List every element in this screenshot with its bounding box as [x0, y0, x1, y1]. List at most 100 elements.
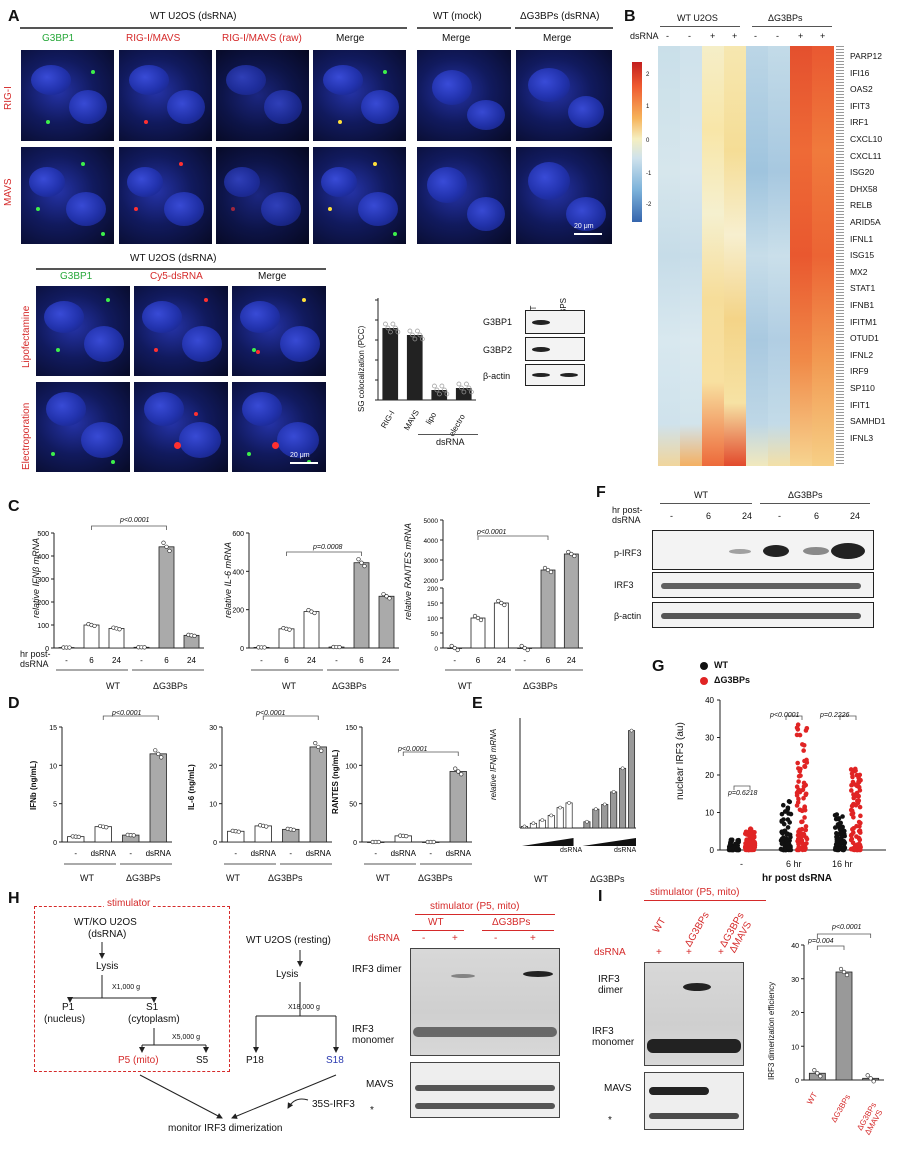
- chart-c2-bar: [378, 595, 395, 649]
- chart-c2-bar: [303, 611, 320, 649]
- chart-c-ifnb: 0 100 200 300 400 500 - 6 24 - 6 24: [37, 525, 204, 671]
- chart-c3-point: [478, 617, 484, 623]
- chart-i-cat-komavs: ΔG3BPs ΔMAVS: [855, 1100, 885, 1137]
- chart-c3-point: [452, 645, 457, 651]
- wb-a-g3bp2: [525, 337, 585, 361]
- chart-d-point: [236, 829, 241, 834]
- chart-d-point: [104, 825, 109, 830]
- colorbar-tick-m1: -1: [646, 171, 652, 177]
- flow-arrows: [67, 942, 339, 1119]
- chart-e-point: [558, 805, 563, 810]
- micrograph-electro-cy5: [134, 382, 228, 472]
- chart-e-wedge-wt: dsRNA: [560, 847, 583, 854]
- chart-c2-bar: [353, 562, 370, 649]
- chart-a-bar: [382, 328, 399, 400]
- wb-f-lane-label: -: [778, 511, 781, 521]
- wb-f-lane-label: 6: [706, 511, 712, 521]
- axis-tick-label: 500: [37, 531, 49, 538]
- chart-g-point-ko: [804, 841, 809, 846]
- chart-a-ylabel: SG colocalization (PCC): [357, 325, 366, 412]
- chart-a-point: [395, 329, 401, 335]
- panel-letter-d: D: [8, 695, 20, 712]
- chart-g-point-wt: [832, 812, 838, 818]
- wb-f-lane-label: 24: [850, 511, 861, 521]
- chart-g-point-ko: [852, 846, 858, 851]
- sig-bracket: [102, 715, 159, 720]
- flow-lysis-right: Lysis: [276, 969, 299, 980]
- wb-f-row-pirf3: p-IRF3: [614, 548, 642, 558]
- micrograph-rigi-raw: [216, 50, 309, 141]
- chart-c1-point: [67, 645, 72, 650]
- chart-a-sg-colocalization: [375, 298, 476, 401]
- chart-c1-ylabel: relative IFNβ mRNA: [31, 537, 41, 618]
- heatmap-gene-label: ARID5A: [850, 217, 881, 227]
- chart-c3-point: [455, 647, 460, 653]
- chart-d-point: [291, 827, 296, 832]
- axis-tick-label: 150: [427, 601, 438, 608]
- chart-c2-bar: [278, 628, 295, 649]
- chart-g-point-wt: [786, 799, 792, 804]
- heatmap-lane-sign: -: [754, 31, 757, 41]
- lane-label: -: [234, 849, 237, 858]
- chart-a-point: [464, 381, 469, 387]
- dose-wedge-wt: [522, 838, 574, 846]
- axis-tick-label: 0: [53, 840, 57, 847]
- chart-g-nuclear-irf3: 0 10 20 30 40: [705, 696, 886, 855]
- chart-g-point-ko: [857, 804, 863, 810]
- chart-g-point-ko: [853, 768, 858, 773]
- chart-a-point: [383, 321, 388, 327]
- chart-g-point-ko: [795, 836, 801, 842]
- chart-c-group-wt-2: WT: [282, 681, 296, 691]
- chart-g-point-wt: [839, 840, 844, 845]
- chart-i-point: [865, 1073, 870, 1078]
- chart-c3-point: [502, 602, 507, 608]
- chart-g-point-ko: [801, 780, 807, 786]
- lane-label: dsRNA: [446, 849, 472, 858]
- heatmap-gene-label: ISG20: [850, 167, 875, 178]
- flow-spin2: X5,000 g: [172, 1034, 201, 1041]
- wb-f-lane-label: 24: [742, 511, 753, 521]
- chart-g-point-ko: [800, 787, 806, 793]
- chart-i-point: [844, 972, 850, 978]
- chart-d-bar: [449, 771, 467, 843]
- chart-c3-point: [475, 615, 481, 621]
- micrograph-rigi-merge: [313, 50, 406, 141]
- chart-e-bar: [556, 807, 564, 829]
- scale-bar-label-lower: 20 μm: [290, 452, 310, 459]
- chart-a-point: [417, 332, 423, 338]
- chart-d3-ylabel: RANTES (ng/mL): [331, 749, 340, 814]
- axis-tick-label: 200: [37, 600, 49, 607]
- chart-e-bar: [547, 815, 555, 829]
- chart-g-point-wt: [781, 835, 786, 840]
- chart-g-point-ko: [744, 840, 750, 846]
- chart-c3-bar: [540, 569, 556, 649]
- chart-g-point-ko: [857, 788, 863, 793]
- axis-tick-label: 15: [49, 725, 57, 732]
- lane-label: dsRNA: [306, 849, 332, 858]
- axis-tick-label: 0: [240, 646, 244, 653]
- chart-e-ifnb-dose: [519, 718, 636, 846]
- chart-e-point: [602, 802, 607, 807]
- chart-d-bar: [94, 826, 112, 843]
- flow-resting: WT U2OS (resting): [246, 935, 331, 946]
- chart-d-point: [76, 834, 81, 839]
- chart-g-point-wt: [841, 847, 847, 853]
- chart-g-point-ko: [803, 792, 809, 798]
- gel-i-lane-wt: WT: [651, 916, 669, 935]
- heatmap-gene-label: IFITM1: [850, 316, 877, 327]
- chart-c3-bar: [563, 553, 579, 649]
- axis-tick-label: 200: [232, 608, 244, 615]
- gel-i-dsrna: dsRNA: [594, 947, 626, 958]
- panel-letter-f: F: [596, 484, 606, 501]
- sig-bracket: [785, 715, 803, 720]
- chart-g-point-ko: [796, 841, 801, 847]
- axis-tick-label: 400: [232, 569, 244, 576]
- chart-g-point-ko: [747, 846, 753, 851]
- chart-d1-ylabel: IFNb (ng/mL): [29, 760, 38, 810]
- panel-a-title-mock: WT (mock): [433, 11, 482, 22]
- colorbar-tick-1: 1: [646, 104, 650, 110]
- chart-c3-point: [548, 569, 554, 575]
- axis-tick-label: 400: [37, 554, 49, 561]
- lane-label: -: [374, 849, 377, 858]
- chart-g-point-ko: [848, 767, 854, 772]
